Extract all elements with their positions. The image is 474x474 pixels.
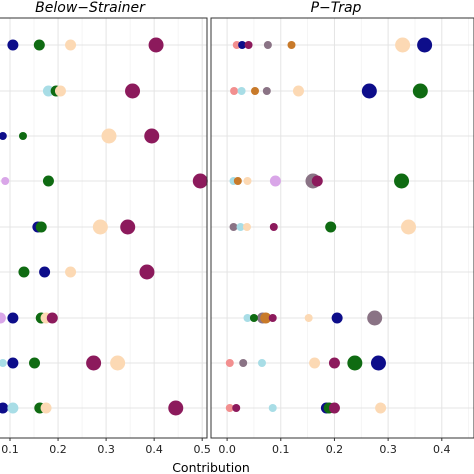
data-point-taupe	[367, 310, 383, 326]
data-point-maroon	[144, 128, 160, 144]
data-point-maroon	[268, 314, 277, 322]
strip-title-below-strainer: Below−Strainer	[35, 0, 146, 16]
data-point-navy	[238, 41, 247, 49]
data-point-maroon	[46, 312, 58, 324]
data-point-navy	[7, 312, 19, 324]
data-point-peach	[65, 39, 77, 51]
data-point-green	[42, 175, 54, 187]
data-point-peach	[92, 219, 108, 235]
x-tick-label: 0.1	[272, 443, 290, 456]
data-point-maroon	[192, 173, 208, 189]
data-point-maroon	[244, 41, 253, 49]
data-point-green	[35, 221, 47, 233]
data-point-lightblue	[243, 314, 252, 322]
data-point-navy	[0, 402, 9, 414]
data-point-green	[18, 266, 30, 278]
data-point-lightblue	[237, 87, 246, 95]
data-point-peach	[54, 85, 66, 97]
data-point-maroon	[139, 264, 155, 280]
data-point-peach	[292, 85, 304, 97]
data-point-lightblue	[257, 359, 266, 367]
data-point-peach	[304, 314, 313, 322]
data-point-green	[325, 221, 337, 233]
data-point-peach	[375, 402, 387, 414]
data-point-lavender	[1, 177, 10, 185]
data-point-navy	[331, 312, 343, 324]
data-point-lightblue	[7, 402, 19, 414]
data-point-taupe	[239, 359, 248, 367]
panel-border	[0, 17, 208, 439]
data-point-green	[29, 357, 41, 369]
data-point-orange	[260, 312, 272, 324]
data-point-navy	[370, 355, 386, 371]
panel-p-trap: 0.0 0.1 0.2 0.3 0.4	[210, 17, 474, 456]
data-point-salmon	[225, 359, 234, 367]
data-point-maroon	[232, 404, 241, 412]
data-point-salmon	[230, 87, 239, 95]
x-tick-label: 0.0	[218, 443, 236, 456]
data-point-green	[18, 132, 27, 140]
x-tick-label: 0.2	[326, 443, 344, 456]
data-point-taupe	[263, 41, 272, 49]
x-tick-label: 0.5	[193, 443, 211, 456]
x-tick-label: 0.4	[145, 443, 163, 456]
data-point-taupe	[229, 223, 238, 231]
data-point-peach	[309, 357, 321, 369]
data-point-taupe	[262, 87, 271, 95]
data-point-navy	[0, 132, 7, 140]
data-point-green	[412, 83, 428, 99]
data-point-maroon	[311, 175, 323, 187]
data-point-lightblue	[236, 223, 245, 231]
data-point-green	[394, 173, 410, 189]
data-point-maroon	[86, 355, 102, 371]
data-point-lightblue	[268, 404, 277, 412]
data-point-navy	[7, 357, 19, 369]
x-tick-label: 0.3	[379, 443, 397, 456]
data-point-navy	[361, 83, 377, 99]
data-point-navy	[417, 37, 433, 53]
x-tick-label: 0.2	[49, 443, 67, 456]
data-point-maroon	[269, 223, 278, 231]
x-tick-label: 0.3	[97, 443, 115, 456]
data-point-orange	[287, 41, 296, 49]
data-point-maroon	[125, 83, 141, 99]
data-point-green	[249, 314, 258, 322]
data-point-peach	[101, 128, 117, 144]
data-point-navy	[7, 39, 19, 51]
x-axis-title: Contribution	[172, 460, 250, 474]
data-point-orange	[251, 87, 260, 95]
data-point-maroon	[148, 37, 164, 53]
data-point-maroon	[328, 357, 340, 369]
data-point-peach	[243, 177, 252, 185]
data-point-lightblue	[42, 85, 54, 97]
data-point-orange	[233, 177, 242, 185]
x-tick-label: 0.1	[1, 443, 19, 456]
data-point-peach	[110, 355, 126, 371]
data-point-peach	[65, 266, 77, 278]
data-point-maroon	[168, 400, 184, 416]
panel-below-strainer: 0.1 0.2 0.3 0.4 0.5	[0, 17, 211, 456]
data-point-salmon	[225, 404, 234, 412]
data-point-maroon	[120, 219, 136, 235]
strip-title-p-trap: P−Trap	[311, 0, 362, 16]
data-point-peach	[395, 37, 411, 53]
data-point-peach	[401, 219, 417, 235]
data-point-navy	[39, 266, 51, 278]
data-point-lightblue	[0, 359, 7, 367]
panel-border	[210, 17, 474, 439]
x-tick-label: 0.4	[433, 443, 451, 456]
data-point-lavender	[269, 175, 281, 187]
data-point-peach	[40, 402, 52, 414]
data-point-green	[347, 355, 363, 371]
data-point-lavender	[0, 312, 6, 324]
data-point-peach	[242, 223, 251, 231]
data-point-maroon	[328, 402, 340, 414]
data-point-green	[33, 39, 45, 51]
